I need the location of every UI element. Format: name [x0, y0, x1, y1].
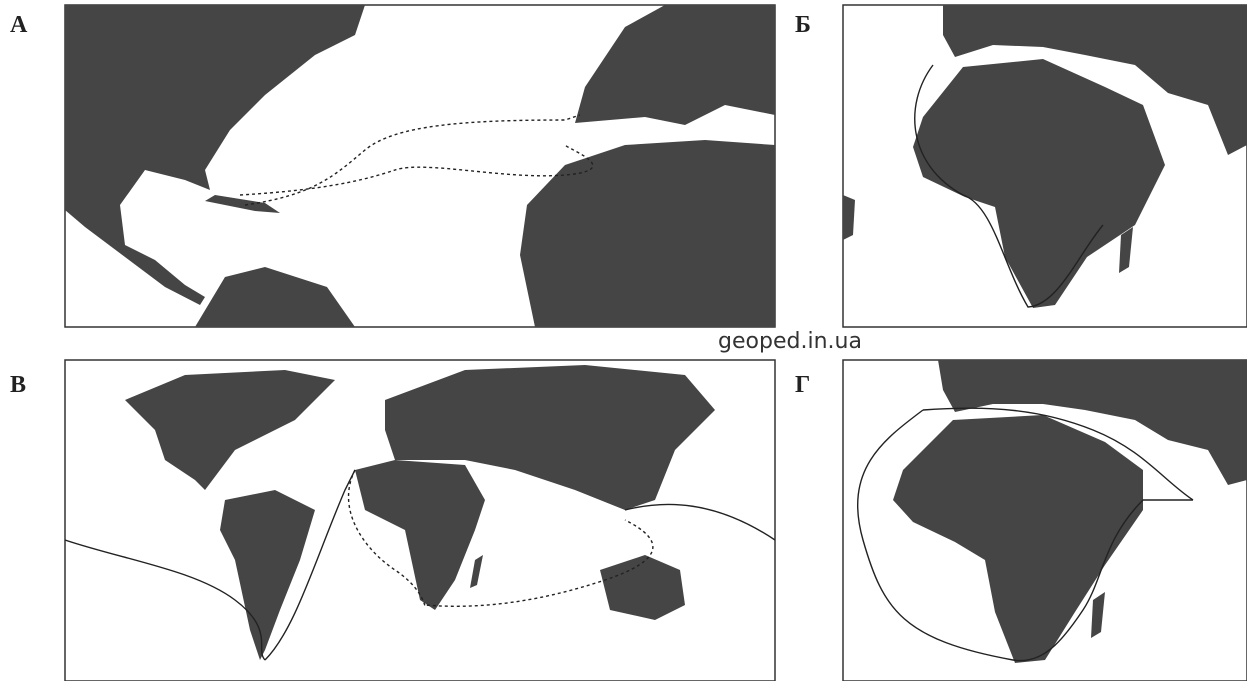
landmass [1119, 227, 1133, 273]
route [624, 503, 775, 541]
landmass [385, 365, 715, 510]
panel-label: А [10, 12, 28, 38]
landmass [843, 195, 855, 240]
landmass [195, 267, 355, 327]
route [914, 64, 1104, 308]
panel-label: Г [795, 372, 810, 398]
landmass [600, 555, 685, 620]
map-a [65, 5, 775, 327]
route [239, 144, 594, 196]
route [922, 407, 1194, 501]
landmass [575, 5, 775, 125]
landmass [893, 415, 1143, 663]
landmass [913, 59, 1165, 308]
panel-label: В [10, 372, 26, 398]
landmass [470, 555, 483, 588]
route [244, 114, 581, 206]
map-b [843, 5, 1247, 308]
landmass [1091, 592, 1105, 638]
landmass [355, 460, 485, 610]
map-d [857, 360, 1247, 663]
landmass [125, 370, 335, 490]
watermark: geoped.in.ua [718, 329, 862, 354]
landmass [65, 5, 365, 305]
landmass [943, 5, 1247, 155]
landmass [205, 195, 280, 213]
route [347, 469, 654, 607]
landmass [938, 360, 1247, 485]
landmass [220, 490, 315, 660]
panel-label: Б [795, 12, 811, 38]
map-c [65, 365, 775, 661]
landmass [520, 140, 775, 327]
route [857, 409, 1193, 662]
route [65, 469, 356, 661]
